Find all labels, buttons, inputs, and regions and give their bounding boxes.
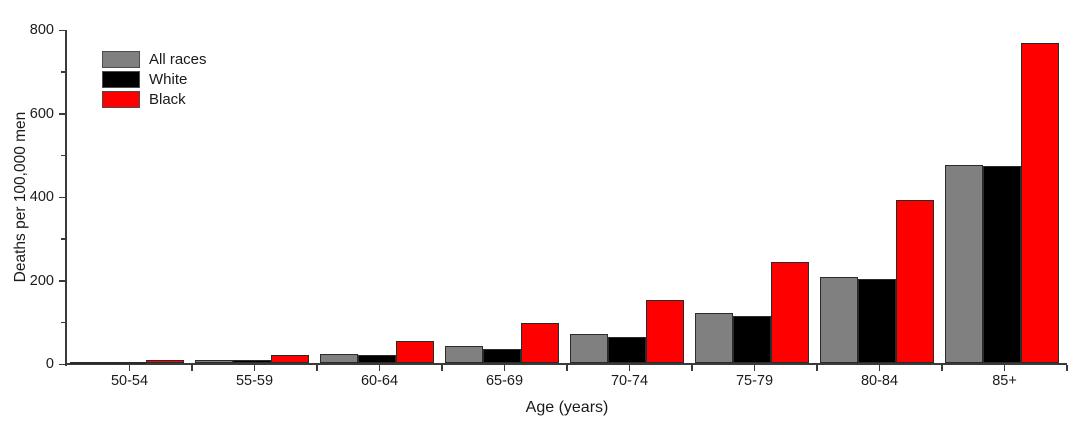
bar-all-races-60-64 xyxy=(320,354,358,363)
legend-label: All races xyxy=(149,51,207,68)
bar-white-70-74 xyxy=(608,337,646,363)
x-boundary-tick xyxy=(691,365,693,371)
bar-all-races-80-84 xyxy=(820,277,858,363)
bar-white-50-54 xyxy=(108,362,146,364)
x-center-tick xyxy=(753,365,756,371)
y-tick-label: 800 xyxy=(29,22,54,38)
x-tick-label: 60-64 xyxy=(360,373,399,389)
y-minor-tick xyxy=(61,154,65,157)
bar-black-80-84 xyxy=(896,200,934,363)
x-tick-label: 80-84 xyxy=(860,373,899,389)
x-tick-label: 50-54 xyxy=(110,373,149,389)
bar-white-85+ xyxy=(983,166,1021,363)
x-center-tick xyxy=(503,365,506,371)
bar-all-races-65-69 xyxy=(445,346,483,363)
x-center-tick xyxy=(128,365,131,371)
y-tick-label: 600 xyxy=(29,105,54,122)
bar-black-60-64 xyxy=(396,341,434,363)
bar-black-55-59 xyxy=(271,355,309,363)
bar-all-races-70-74 xyxy=(570,334,608,363)
x-tick-label: 75-79 xyxy=(735,373,774,389)
y-minor-tick xyxy=(61,71,65,73)
legend-label: Black xyxy=(149,91,186,108)
x-center-tick xyxy=(253,365,256,371)
x-boundary-tick xyxy=(816,365,818,371)
legend-swatch-icon xyxy=(102,91,140,108)
bar-white-55-59 xyxy=(233,360,271,363)
y-tick-label: 400 xyxy=(29,189,54,205)
bar-black-50-54 xyxy=(146,360,184,363)
legend-row: White xyxy=(102,71,207,88)
y-minor-tick xyxy=(61,238,65,240)
x-boundary-tick xyxy=(1066,365,1068,371)
bar-black-75-79 xyxy=(771,262,809,363)
bar-black-65-69 xyxy=(521,323,559,363)
legend-row: All races xyxy=(102,51,207,68)
x-boundary-tick xyxy=(941,365,943,371)
bar-white-60-64 xyxy=(358,355,396,363)
legend-swatch-icon xyxy=(102,51,140,68)
x-center-tick xyxy=(1003,365,1006,371)
x-boundary-tick xyxy=(566,365,568,371)
legend-swatch-icon xyxy=(102,71,140,88)
x-tick-label: 65-69 xyxy=(485,373,524,389)
y-major-tick xyxy=(59,196,65,198)
y-tick-label: 0 xyxy=(45,356,54,372)
legend-label: White xyxy=(149,71,188,88)
y-major-tick xyxy=(59,113,65,115)
x-boundary-tick xyxy=(191,365,193,371)
y-axis-line xyxy=(65,30,67,366)
y-major-tick xyxy=(59,363,65,365)
legend-row: Black xyxy=(102,91,207,108)
bar-all-races-85+ xyxy=(945,165,983,363)
x-center-tick xyxy=(378,365,381,371)
x-center-tick xyxy=(878,365,881,371)
bar-black-85+ xyxy=(1021,43,1059,363)
x-axis-line xyxy=(65,363,1067,365)
y-major-tick xyxy=(59,29,65,31)
x-center-tick xyxy=(628,365,631,371)
x-tick-label: 70-74 xyxy=(610,373,649,389)
x-tick-label: 85+ xyxy=(992,373,1017,389)
legend: All races White Black xyxy=(102,51,207,111)
x-boundary-tick xyxy=(441,365,443,371)
x-axis-title: Age (years) xyxy=(525,399,609,416)
x-boundary-tick xyxy=(316,365,318,371)
y-tick-label: 200 xyxy=(29,272,54,289)
bar-all-races-50-54 xyxy=(70,362,108,364)
y-major-tick xyxy=(59,280,65,282)
bar-all-races-55-59 xyxy=(195,360,233,363)
bar-white-75-79 xyxy=(733,316,771,363)
bar-all-races-75-79 xyxy=(695,313,733,363)
bar-white-65-69 xyxy=(483,349,521,363)
x-tick-label: 55-59 xyxy=(235,373,274,389)
y-minor-tick xyxy=(61,321,65,324)
bar-black-70-74 xyxy=(646,300,684,363)
bar-white-80-84 xyxy=(858,279,896,363)
